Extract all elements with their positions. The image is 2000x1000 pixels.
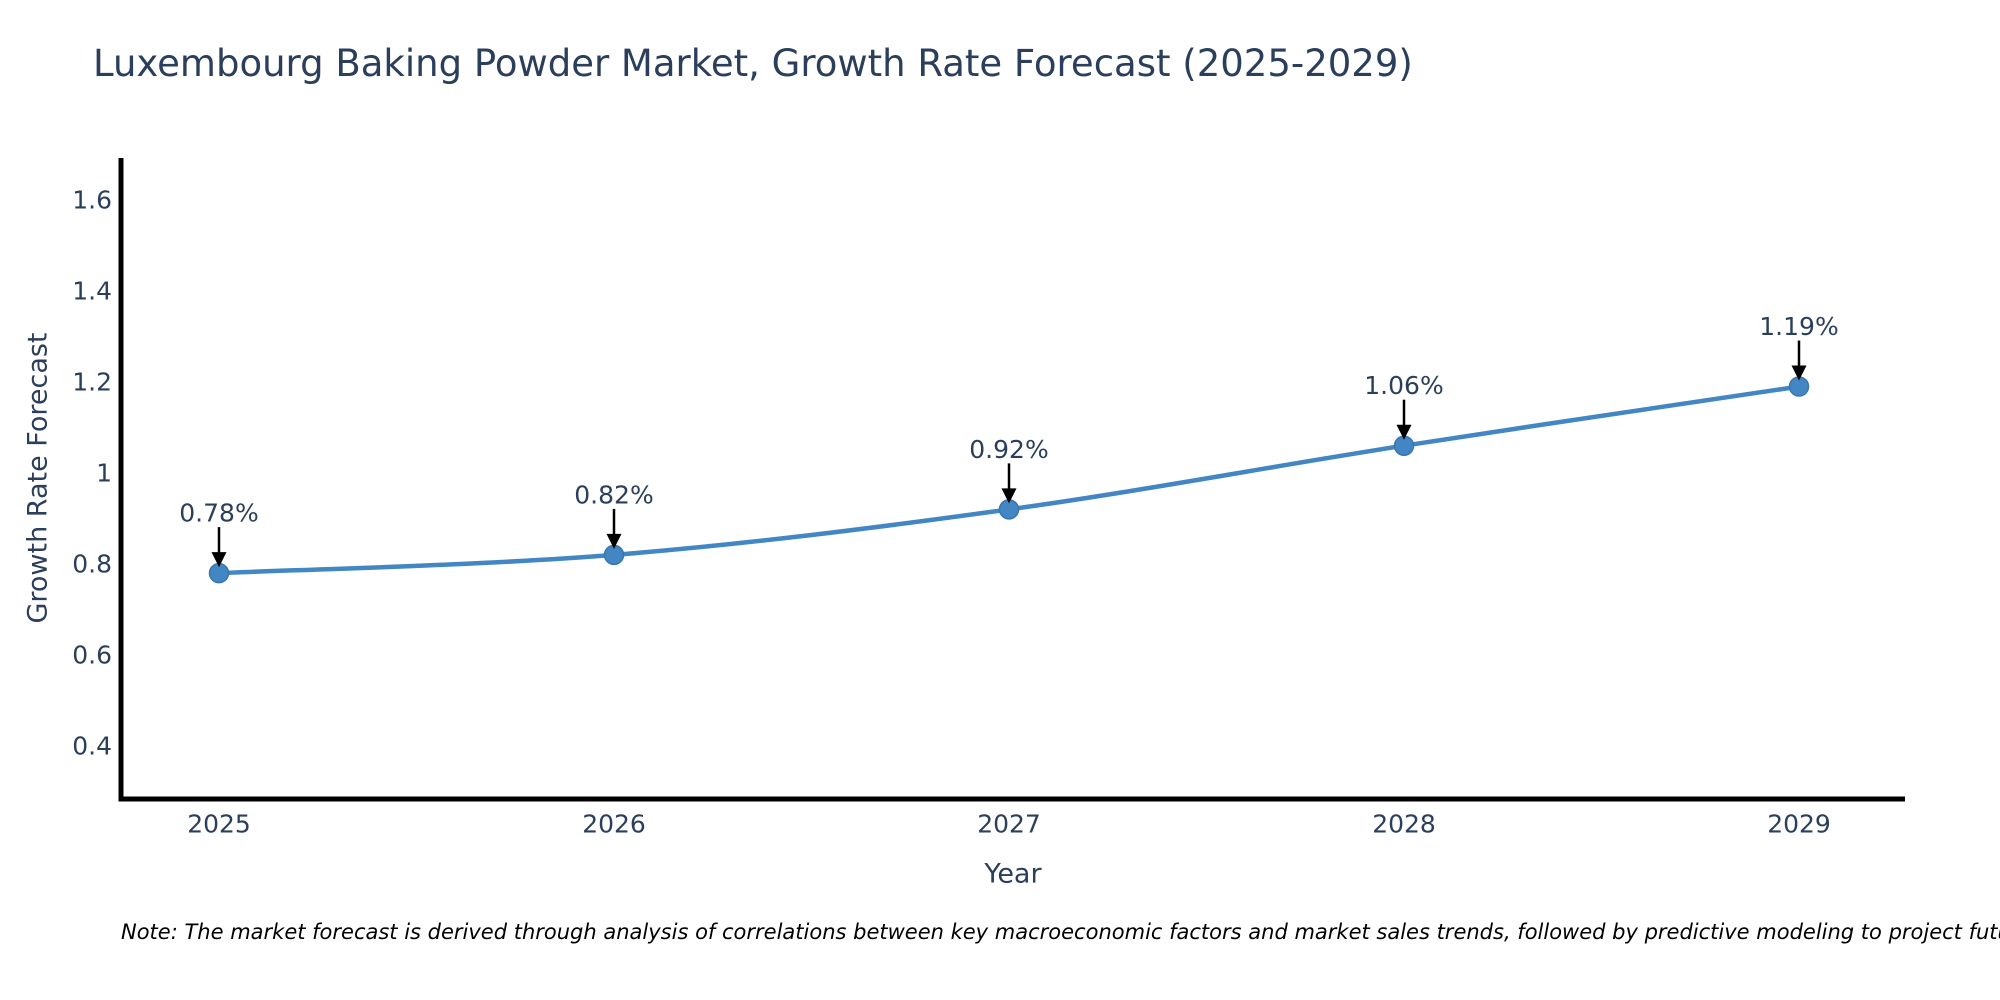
y-tick-label: 1.6 [72,186,112,215]
annotation-arrowhead [211,552,227,568]
annotation-arrowhead [1791,365,1807,381]
data-point-label: 1.06% [1364,371,1443,400]
x-axis-title: Year [984,858,1042,890]
data-point-label: 0.82% [574,480,653,509]
y-tick-label: 1.4 [72,277,112,306]
annotation-arrowhead [606,533,622,549]
x-tick-label: 2026 [582,810,646,839]
annotation-arrowhead [1396,424,1412,440]
y-tick-label: 0.6 [72,641,112,670]
x-tick-label: 2027 [977,810,1041,839]
x-tick-label: 2028 [1372,810,1436,839]
x-tick-label: 2029 [1767,810,1831,839]
y-tick-label: 0.8 [72,550,112,579]
footnote: Note: The market forecast is derived thr… [121,920,2000,944]
annotation-arrowhead [1001,488,1017,504]
chart-title: Luxembourg Baking Powder Market, Growth … [93,42,1413,85]
data-point-label: 0.92% [969,435,1048,464]
data-point-label: 1.19% [1759,312,1838,341]
y-tick-label: 0.4 [72,732,112,761]
y-tick-label: 1.2 [72,368,112,397]
x-tick-label: 2025 [187,810,251,839]
data-point-label: 0.78% [179,499,258,528]
y-tick-label: 1 [96,459,112,488]
